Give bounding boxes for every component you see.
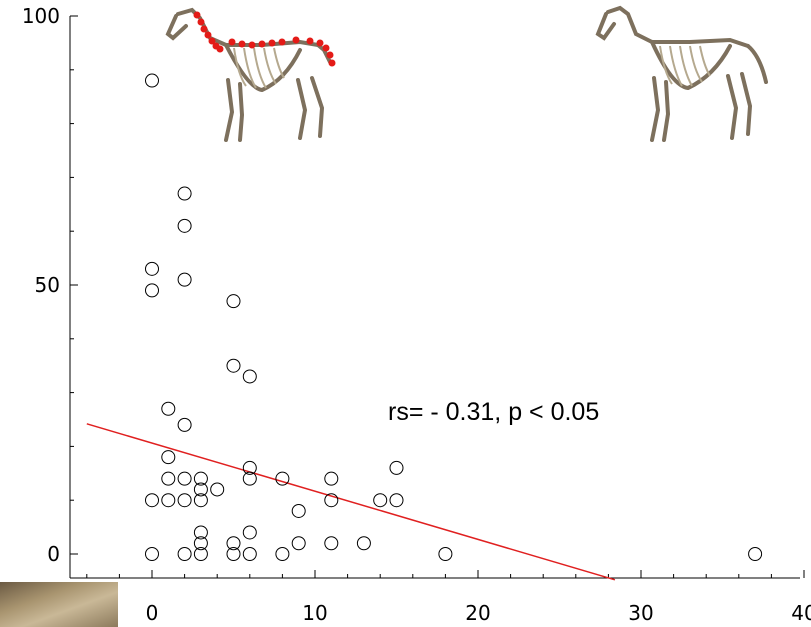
data-point: [161, 493, 176, 508]
data-point: [242, 471, 257, 486]
data-point: [242, 460, 257, 475]
data-point: [177, 417, 192, 432]
data-point: [210, 482, 225, 497]
data-point: [291, 536, 306, 551]
x-tick-label: 10: [302, 601, 327, 625]
data-point: [275, 471, 290, 486]
data-point: [177, 272, 192, 287]
data-point: [324, 471, 339, 486]
y-tick-label: 100: [22, 4, 60, 28]
data-point: [324, 493, 339, 508]
y-tick-label: 50: [35, 273, 60, 297]
data-point: [177, 493, 192, 508]
data-point: [177, 471, 192, 486]
data-point: [177, 218, 192, 233]
data-point: [291, 503, 306, 518]
x-tick-label: 40: [791, 601, 811, 625]
x-tick-label: 20: [465, 601, 490, 625]
data-point: [356, 536, 371, 551]
data-point: [161, 471, 176, 486]
data-point: [226, 547, 241, 561]
data-point: [226, 536, 241, 551]
data-point: [193, 547, 208, 561]
x-tick-label: 0: [146, 601, 159, 625]
data-point: [226, 294, 241, 309]
data-point: [193, 536, 208, 551]
correlation-annotation: rs= - 0.31, p < 0.05: [388, 398, 599, 426]
data-point: [177, 186, 192, 201]
data-point: [145, 283, 159, 298]
data-point: [226, 358, 241, 373]
axis-ticks: 0 10 20 30 40 0 50 100: [22, 4, 811, 625]
data-point: [748, 547, 763, 561]
data-points: [145, 73, 763, 561]
data-point: [275, 547, 290, 561]
data-point: [193, 493, 208, 508]
data-point: [242, 369, 257, 384]
data-point: [373, 493, 388, 508]
horse-skeleton-marked-image: [165, 7, 336, 142]
corner-photo-fragment: [0, 582, 118, 627]
y-tick-label: 0: [47, 542, 60, 566]
data-point: [145, 261, 159, 276]
data-point: [193, 525, 208, 540]
data-point: [438, 547, 453, 561]
data-point: [324, 536, 339, 551]
trend-line: [86, 423, 616, 581]
data-point: [145, 73, 159, 88]
data-point: [389, 493, 404, 508]
data-point: [242, 547, 257, 561]
data-point: [161, 450, 176, 465]
data-point: [242, 525, 257, 540]
data-point: [389, 460, 404, 475]
x-tick-label: 30: [628, 601, 653, 625]
data-point: [161, 401, 176, 416]
data-point: [177, 547, 192, 561]
data-point: [193, 482, 208, 497]
horse-skeleton-image: [595, 5, 768, 142]
data-point: [145, 493, 159, 508]
spine-markers: [193, 11, 336, 67]
data-point: [145, 547, 159, 561]
data-point: [193, 471, 208, 486]
